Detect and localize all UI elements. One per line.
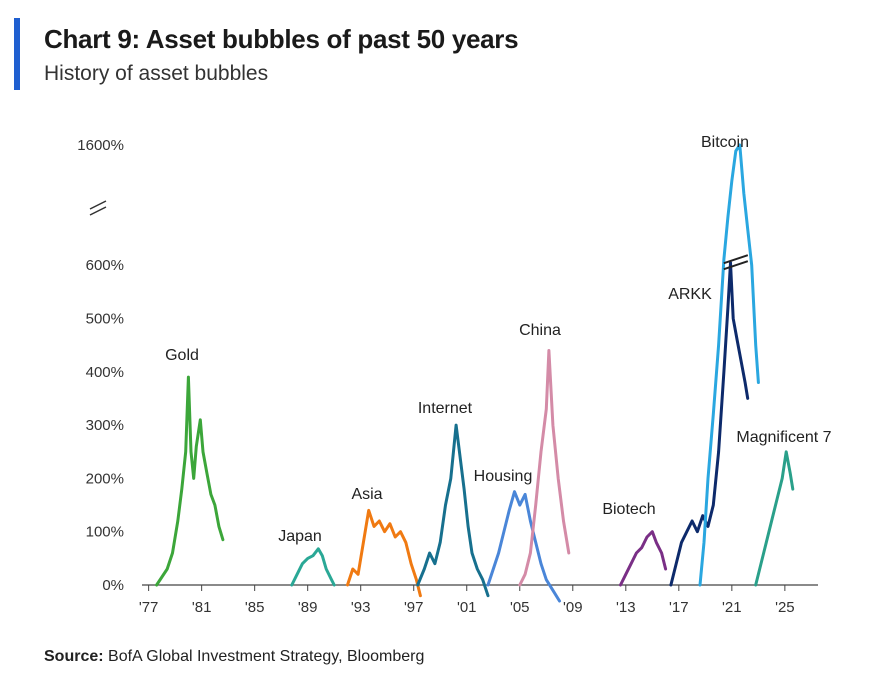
y-tick-label: 600% xyxy=(86,257,124,274)
y-tick-label: 400% xyxy=(86,364,124,381)
series-label-japan: Japan xyxy=(278,528,322,545)
x-tick-label: '01 xyxy=(457,599,477,616)
chart-subtitle: History of asset bubbles xyxy=(44,62,269,85)
x-tick-label: '13 xyxy=(616,599,636,616)
x-tick-label: '25 xyxy=(775,599,795,616)
y-tick-label: 100% xyxy=(86,524,124,541)
series-line-internet xyxy=(416,423,490,598)
x-tick-label: '77 xyxy=(139,599,159,616)
series-label-internet: Internet xyxy=(418,400,473,417)
chart-title: Chart 9: Asset bubbles of past 50 years xyxy=(44,24,519,54)
x-tick-label: '85 xyxy=(245,599,265,616)
y-tick-label: 0% xyxy=(102,577,124,594)
series-label-biotech: Biotech xyxy=(602,501,655,518)
series-line-bitcoin xyxy=(698,143,760,587)
x-tick-label: '89 xyxy=(298,599,318,616)
x-tick-label: '81 xyxy=(192,599,212,616)
series-label-china: China xyxy=(519,322,561,339)
x-tick-label: '97 xyxy=(404,599,424,616)
series-line-gold xyxy=(155,375,225,587)
y-axis-break-mark xyxy=(89,200,107,210)
series-label-gold: Gold xyxy=(165,347,199,364)
source-note: Source: BofA Global Investment Strategy,… xyxy=(44,648,424,666)
series-line-japan xyxy=(290,547,336,587)
x-tick-label: '93 xyxy=(351,599,371,616)
series-break-mark xyxy=(723,260,749,271)
series-label-magnificent-7: Magnificent 7 xyxy=(736,429,831,446)
source-label: Source: xyxy=(44,648,104,665)
source-text: BofA Global Investment Strategy, Bloombe… xyxy=(108,648,425,665)
series-line-arkk xyxy=(669,261,750,587)
y-axis-break-mark xyxy=(89,206,107,216)
series-break-mark xyxy=(723,254,749,265)
y-tick-label: 300% xyxy=(86,417,124,434)
series-line-housing xyxy=(486,490,561,603)
x-tick-label: '05 xyxy=(510,599,530,616)
title-accent-bar xyxy=(14,18,20,90)
series-label-asia: Asia xyxy=(351,486,382,503)
series-label-bitcoin: Bitcoin xyxy=(701,134,749,151)
series-line-china xyxy=(518,349,571,587)
series-label-arkk: ARKK xyxy=(668,286,712,303)
series-line-asia xyxy=(346,508,422,598)
series-line-biotech xyxy=(619,530,668,587)
x-tick-label: '17 xyxy=(669,599,689,616)
y-tick-label: 500% xyxy=(86,311,124,328)
x-tick-label: '09 xyxy=(563,599,583,616)
series-line-magnificent-7 xyxy=(754,450,795,587)
y-tick-label: 1600% xyxy=(77,137,124,154)
series-label-housing: Housing xyxy=(474,468,533,485)
x-tick-label: '21 xyxy=(722,599,742,616)
y-tick-label: 200% xyxy=(86,470,124,487)
